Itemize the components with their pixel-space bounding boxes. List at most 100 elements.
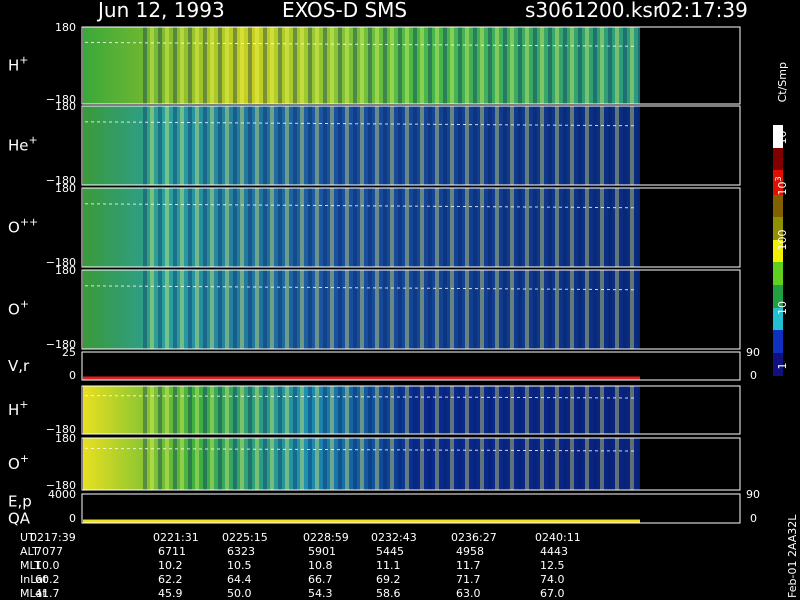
panel-label: H+ <box>8 398 29 419</box>
label-text: He <box>8 137 29 155</box>
panel-frame <box>81 351 741 381</box>
cell: 74.0 <box>540 573 565 586</box>
panel-label: O+ <box>8 452 29 473</box>
label-sup: + <box>19 398 28 411</box>
label-sup: + <box>20 452 29 465</box>
cell: 63.0 <box>456 587 481 600</box>
axis-top: 180 <box>55 100 76 113</box>
cell: 0221:31 <box>153 531 199 544</box>
cell: 12.5 <box>540 559 565 572</box>
panel-label: E,p <box>8 493 32 511</box>
axis-top: 4000 <box>48 488 76 501</box>
label-sup: + <box>20 298 29 311</box>
label-text: O <box>8 219 20 237</box>
pitch-trace <box>84 285 637 291</box>
cell: 0228:59 <box>303 531 349 544</box>
row-label: InLat <box>20 573 48 586</box>
axis-right-bottom: 0 <box>750 369 757 382</box>
tick-base: 100 <box>776 230 789 251</box>
axis-top: 25 <box>62 346 76 359</box>
label-text: O <box>8 301 20 319</box>
colorbar-unit: Ct/Smp <box>776 62 789 102</box>
cell: 62.2 <box>158 573 183 586</box>
cell: 71.7 <box>456 573 481 586</box>
panel-frame <box>81 26 741 105</box>
cell: 4443 <box>540 545 568 558</box>
panel-frame <box>81 493 741 524</box>
axis-top: 180 <box>55 182 76 195</box>
row-label: MLT <box>20 559 41 572</box>
cell: 11.7 <box>456 559 481 572</box>
row-label: MLat <box>20 587 47 600</box>
panel-frame <box>81 437 741 491</box>
axis-bottom: −180 <box>46 256 76 269</box>
axis-top: 180 <box>55 264 76 277</box>
cell: 50.0 <box>227 587 252 600</box>
cell: 10.2 <box>158 559 183 572</box>
cell: 10.5 <box>227 559 252 572</box>
cell: 41.7 <box>35 587 60 600</box>
tick-base: 10 <box>776 131 789 145</box>
axis-bottom: −180 <box>46 93 76 106</box>
instrument: EXOS-D SMS <box>282 0 407 22</box>
pitch-trace <box>84 447 637 452</box>
label-sup: + <box>19 54 28 67</box>
cell: 10.0 <box>35 559 60 572</box>
axis-top: 180 <box>55 21 76 34</box>
axis-top: 180 <box>55 432 76 445</box>
label-sup: ++ <box>20 216 38 229</box>
axis-bottom: 0 <box>69 512 76 525</box>
pitch-trace <box>84 121 637 127</box>
colorbar-tick: 104 <box>774 125 789 144</box>
panel-label: O+ <box>8 298 29 319</box>
date: Jun 12, 1993 <box>96 0 225 22</box>
colorbar-tick: 1 <box>776 363 789 370</box>
pitch-trace <box>84 203 637 209</box>
panel-label: V,r <box>8 357 30 375</box>
axis-right-bottom: 0 <box>750 512 757 525</box>
panel-label: H+ <box>8 54 29 75</box>
tick-exp: 4 <box>774 125 783 130</box>
row-label: ALT <box>20 545 39 558</box>
cell: 0240:11 <box>535 531 581 544</box>
cell: 0225:15 <box>222 531 268 544</box>
label-text: V,r <box>8 357 30 375</box>
file: s3061200.ksr <box>525 0 662 22</box>
label-text: O <box>8 455 20 473</box>
time: 02:17:39 <box>658 0 748 22</box>
pitch-trace <box>84 395 637 399</box>
spectrogram-stripes <box>140 270 640 349</box>
label-sup: + <box>29 134 38 147</box>
panel-frame <box>81 105 741 186</box>
spectrogram-stripes <box>140 188 640 267</box>
tick-exp: 3 <box>774 176 783 181</box>
colorbar-tick: 10 <box>776 301 789 315</box>
line-panel <box>83 352 640 380</box>
cell: 45.9 <box>158 587 183 600</box>
cell: 6323 <box>227 545 255 558</box>
cell: 66.7 <box>308 573 333 586</box>
cell: 69.2 <box>376 573 401 586</box>
panel-frame <box>81 269 741 350</box>
panel-frame <box>81 385 741 435</box>
axis-bottom: −180 <box>46 479 76 492</box>
colorbar <box>773 125 783 376</box>
axis-bottom: −180 <box>46 174 76 187</box>
cell: 60.2 <box>35 573 60 586</box>
cell: 5901 <box>308 545 336 558</box>
cell: 0236:27 <box>451 531 497 544</box>
tick-base: 10 <box>776 182 789 196</box>
cell: 64.4 <box>227 573 252 586</box>
pitch-trace <box>84 41 637 47</box>
axis-bottom: −180 <box>46 423 76 436</box>
axis-right-top: 90 <box>746 488 760 501</box>
panel-label: O++ <box>8 216 38 237</box>
tick-base: 1 <box>776 363 789 370</box>
spectrogram-stripes <box>140 438 640 490</box>
label-text: H <box>8 57 19 75</box>
spectrogram-stripes <box>140 27 640 104</box>
spectrogram-stripes <box>140 106 640 185</box>
panel-label2: QA <box>8 510 31 528</box>
spectrogram-stripes <box>140 386 640 434</box>
